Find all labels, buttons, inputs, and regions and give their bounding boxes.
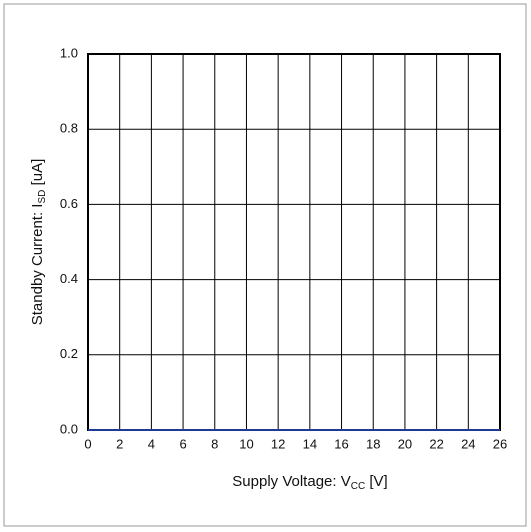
y-tick-label: 0.8 (60, 121, 78, 136)
x-axis-label-unit: [V] (365, 473, 388, 490)
x-tick-label: 26 (493, 436, 507, 451)
x-tick-label: 4 (148, 436, 155, 451)
x-tick-label: 2 (116, 436, 123, 451)
x-tick-label: 10 (239, 436, 253, 451)
y-axis-label-sub: SD (37, 190, 48, 204)
x-axis-label-sub: CC (351, 481, 365, 492)
x-tick-label: 6 (179, 436, 186, 451)
x-axis-label: Supply Voltage: VCC [V] (232, 473, 387, 492)
x-tick-label: 20 (398, 436, 412, 451)
x-tick-label: 0 (84, 436, 91, 451)
x-tick-label: 22 (429, 436, 443, 451)
x-tick-label: 12 (271, 436, 285, 451)
y-axis-label-unit: [uA] (29, 159, 46, 190)
x-tick-label: 24 (461, 436, 475, 451)
x-tick-label: 18 (366, 436, 380, 451)
frame (3, 3, 527, 527)
y-axis-label-text: Standby Current: I (29, 204, 46, 326)
x-tick-label: 16 (334, 436, 348, 451)
y-tick-label: 0.2 (60, 346, 78, 361)
y-tick-label: 0.0 (60, 421, 78, 436)
y-tick-label: 0.6 (60, 196, 78, 211)
y-tick-label: 0.4 (60, 271, 78, 286)
x-tick-label: 8 (211, 436, 218, 451)
y-axis-label: Standby Current: ISD [uA] (29, 159, 48, 326)
x-axis-label-text: Supply Voltage: V (232, 473, 350, 490)
x-tick-label: 14 (303, 436, 317, 451)
y-tick-label: 1.0 (60, 45, 78, 60)
